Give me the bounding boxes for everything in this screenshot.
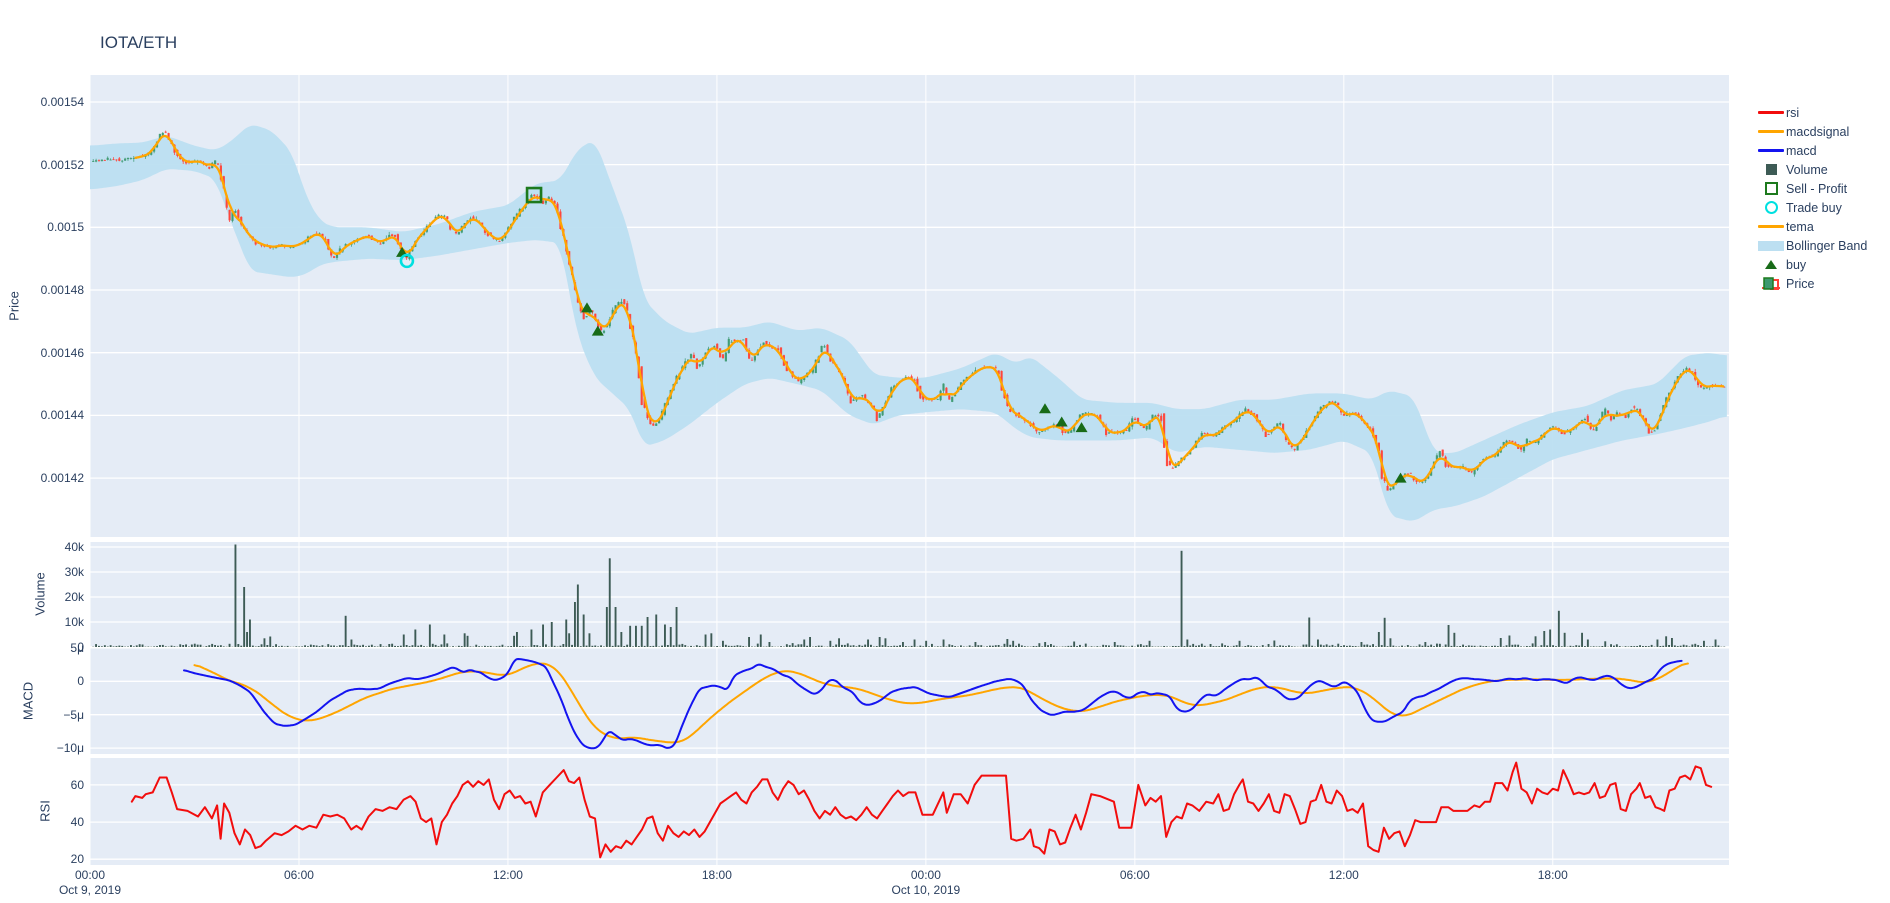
sell-profit-marker (525, 186, 543, 204)
candle-icon (1756, 276, 1786, 292)
rsi-ytick: 60 (70, 777, 84, 792)
triangle-icon (1756, 260, 1786, 269)
price-ytick: 0.00152 (40, 157, 84, 172)
x-axis-tick: 06:00 (283, 868, 314, 882)
buy-marker (1055, 416, 1068, 427)
tema-line (134, 134, 1725, 487)
legend-label: Price (1786, 276, 1815, 291)
rsi-line (130, 761, 1713, 859)
price-ytick: 0.00142 (40, 471, 84, 486)
buy-marker (1394, 472, 1407, 483)
price-ytick: 0.00144 (40, 408, 84, 423)
macd-ytick: 0 (77, 674, 84, 689)
macd-axis-title: MACD (20, 681, 36, 721)
legend-label: rsi (1786, 105, 1800, 120)
x-axis-tick: 18:00 (1537, 868, 1568, 882)
square-open-icon (1756, 182, 1786, 195)
price-ytick: 0.00148 (40, 283, 84, 297)
volume-ytick: 0 (77, 640, 84, 654)
legend-item-volume[interactable]: Volume (1756, 160, 1867, 179)
x-axis-tick: 12:00 (1328, 868, 1359, 882)
macd-plot-background (90, 648, 1729, 754)
macd-ytick: −10μ (56, 741, 84, 756)
legend-label: Trade buy (1786, 200, 1842, 215)
price-ytick: 0.00146 (40, 345, 84, 360)
rsi-axis-title: RSI (37, 800, 53, 822)
macdsignal-line (193, 662, 1689, 744)
legend-item-macdsignal[interactable]: macdsignal (1756, 122, 1867, 141)
legend-item-sell-profit[interactable]: Sell - Profit (1756, 179, 1867, 198)
line-icon (1756, 111, 1786, 114)
buy-marker (591, 325, 604, 336)
x-axis-date: Oct 9, 2019 (58, 883, 122, 897)
macd-line (183, 658, 1683, 750)
buy-marker (1075, 422, 1088, 433)
line-icon (1756, 225, 1786, 228)
volume-ytick: 30k (64, 565, 84, 579)
x-axis-tick: 00:00 (910, 868, 941, 882)
volume-plot-background (90, 542, 1729, 647)
rsi-ytick: 20 (70, 852, 84, 867)
macd-panel (183, 658, 1689, 750)
square-icon (1756, 164, 1786, 175)
trade-buy-marker (399, 253, 415, 269)
band-icon (1756, 240, 1786, 251)
x-axis-tick: 06:00 (1119, 868, 1150, 882)
legend-label: macd (1786, 143, 1817, 158)
line-icon (1756, 149, 1786, 152)
circle-open-icon (1756, 201, 1786, 214)
legend-item-macd[interactable]: macd (1756, 141, 1867, 160)
rsi-ytick: 40 (70, 815, 84, 830)
legend-item-bollinger-band[interactable]: Bollinger Band (1756, 236, 1867, 255)
page-title: IOTA/ETH (100, 33, 178, 52)
legend-label: Sell - Profit (1786, 181, 1848, 196)
gridlines (89, 75, 1729, 865)
x-axis-date: Oct 10, 2019 (891, 883, 961, 897)
x-axis-tick: 18:00 (701, 868, 732, 882)
chart-legend: rsi macdsignal macd Volume Sell - Profit Trad… (1756, 103, 1867, 293)
price-axis-title: Price (6, 291, 22, 321)
price-ytick: 0.00154 (40, 94, 84, 109)
volume-ytick: 20k (64, 590, 84, 604)
legend-label: tema (1786, 219, 1814, 234)
bollinger-band-area (90, 125, 1727, 521)
legend-item-rsi[interactable]: rsi (1756, 103, 1867, 122)
volume-ytick: 10k (64, 615, 84, 629)
x-axis-tick: 00:00 (74, 868, 106, 882)
legend-label: macdsignal (1786, 124, 1850, 139)
legend-label: Bollinger Band (1786, 238, 1868, 253)
buy-marker (580, 302, 593, 313)
buy-marker (1038, 403, 1051, 414)
volume-bars (90, 544, 1729, 647)
legend-label: buy (1786, 257, 1807, 272)
legend-label: Volume (1786, 162, 1828, 177)
trade-markers (396, 186, 1407, 483)
macd-ytick: 5μ (70, 640, 84, 655)
line-icon (1756, 130, 1786, 133)
macd-ytick: −5μ (63, 707, 84, 722)
x-axis-tick: 12:00 (492, 868, 523, 882)
volume-axis-title: Volume (32, 572, 48, 616)
legend-item-tema[interactable]: tema (1756, 217, 1867, 236)
volume-ytick: 40k (64, 540, 84, 554)
rsi-plot-background (90, 758, 1729, 865)
price-ytick: 0.0015 (47, 220, 84, 235)
rsi-panel (130, 761, 1713, 859)
panel-backgrounds (90, 75, 1729, 865)
legend-item-buy[interactable]: buy (1756, 255, 1867, 274)
legend-item-price[interactable]: Price (1756, 274, 1867, 293)
price-panel (90, 125, 1727, 521)
legend-item-trade-buy[interactable]: Trade buy (1756, 198, 1867, 217)
